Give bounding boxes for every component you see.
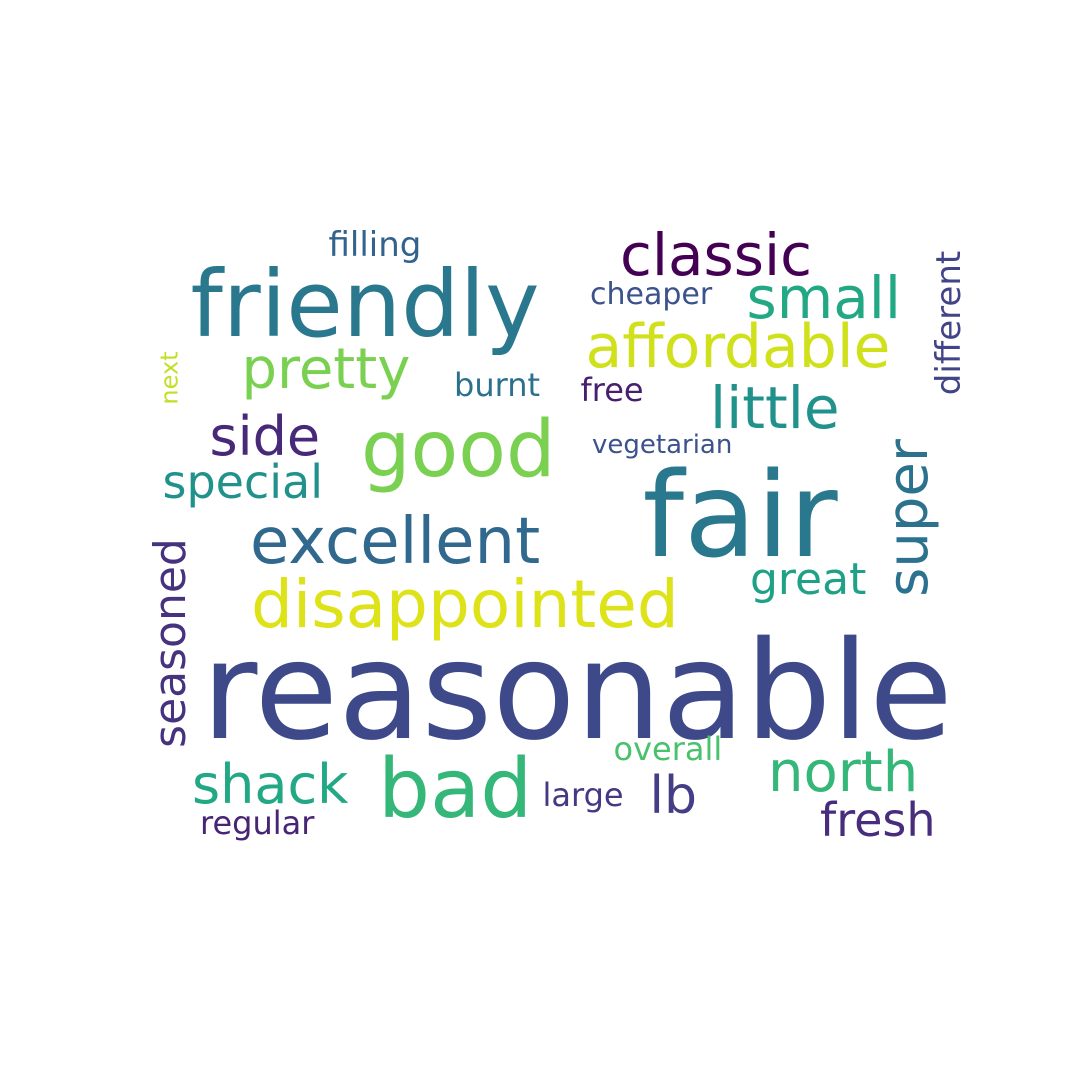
word-reasonable: reasonable	[201, 613, 953, 771]
word-excellent: excellent	[250, 505, 541, 579]
word-regular: regular	[200, 804, 315, 842]
word-large: large	[542, 776, 624, 814]
word-filling: filling	[328, 225, 422, 265]
word-side: side	[209, 405, 321, 468]
word-special: special	[162, 455, 324, 509]
word-lb: lb	[649, 766, 697, 826]
word-small: small	[746, 264, 902, 332]
word-classic: classic	[620, 221, 812, 289]
word-fresh: fresh	[820, 793, 936, 847]
word-bad: bad	[378, 742, 533, 837]
word-pretty: pretty	[241, 337, 411, 402]
word-fair: fair	[642, 446, 838, 584]
word-friendly: friendly	[190, 251, 540, 358]
word-free: free	[580, 371, 644, 409]
word-shack: shack	[192, 753, 349, 816]
word-good: good	[361, 405, 556, 495]
word-little: little	[710, 374, 840, 442]
word-different: different	[929, 250, 970, 396]
word-next: next	[155, 351, 184, 405]
word-affordable: affordable	[585, 312, 891, 382]
word-burnt: burnt	[454, 366, 541, 404]
word-disappointed: disappointed	[251, 566, 679, 643]
word-super: super	[875, 439, 941, 597]
word-overall: overall	[613, 730, 723, 768]
word-seasoned: seasoned	[144, 538, 196, 748]
word-cheaper: cheaper	[590, 277, 713, 312]
word-vegetarian: vegetarian	[592, 430, 733, 460]
word-north: north	[768, 740, 919, 805]
word-great: great	[750, 554, 867, 605]
